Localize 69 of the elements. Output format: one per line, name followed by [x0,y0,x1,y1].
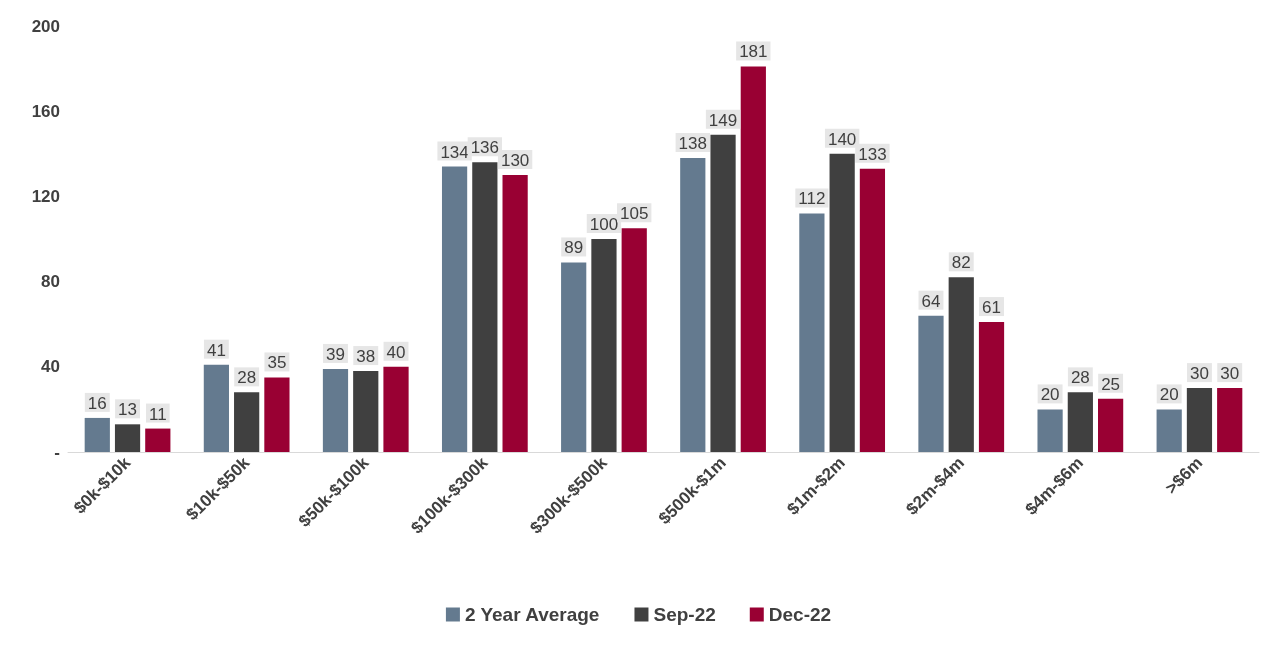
bar [1037,409,1063,452]
data-label: 64 [921,291,941,311]
bar [561,262,587,452]
bar [1098,398,1124,452]
bar [441,166,468,452]
bar [591,239,617,452]
bar [353,371,379,452]
legend-label: 2 Year Average [464,604,600,625]
data-label: 20 [1040,385,1060,405]
data-label: 181 [739,42,768,62]
bar [680,158,706,452]
data-label: 140 [827,129,857,149]
data-label: 112 [798,189,826,209]
data-label: 40 [386,342,406,362]
bar [84,417,110,452]
data-label: 105 [620,204,649,224]
data-label: 136 [470,138,500,158]
y-tick-label: 80 [41,272,60,292]
bar [1217,388,1243,452]
data-label: 38 [356,347,376,367]
bar [1156,409,1182,452]
bar [948,277,974,452]
y-tick-label: 40 [41,357,60,377]
data-label: 41 [206,340,226,360]
bar [621,228,647,452]
bar [114,424,141,452]
y-tick-label: 200 [31,16,60,36]
data-label: 89 [564,238,584,258]
bar [203,364,229,452]
bar [472,162,498,452]
bar [1067,392,1093,452]
y-tick-label: 160 [31,101,60,121]
bar [859,168,886,452]
data-label: 130 [500,151,530,171]
bar [740,66,766,452]
data-label: 82 [951,253,971,273]
bar [322,368,349,452]
bar [829,153,855,452]
data-label: 30 [1220,364,1240,384]
bar [1186,388,1213,452]
data-label: 25 [1101,374,1121,394]
bar [145,428,171,452]
data-label: 30 [1189,364,1209,384]
bar [710,134,736,452]
legend-label: Sep-22 [653,604,716,625]
data-label: 28 [1070,368,1090,388]
y-tick-label: 120 [31,186,60,206]
bar [234,392,260,452]
bar [799,213,825,452]
data-label: 138 [678,134,707,154]
data-label: 16 [87,393,107,413]
data-label: 61 [982,298,1001,318]
data-label: 11 [148,404,167,424]
bar [918,315,944,452]
y-tick-label: - [54,442,60,462]
bar [264,377,290,452]
data-label: 39 [326,344,345,364]
bar [383,366,409,452]
data-label: 100 [589,215,619,234]
data-label: 13 [118,400,138,420]
legend-label: Dec-22 [768,604,832,625]
data-label: 28 [237,368,257,388]
data-label: 149 [708,110,738,130]
data-label: 20 [1159,385,1179,405]
data-label: 133 [858,144,887,164]
bar [502,175,528,452]
data-label: 134 [440,142,469,162]
bar [978,322,1005,452]
data-label: 35 [267,353,287,373]
